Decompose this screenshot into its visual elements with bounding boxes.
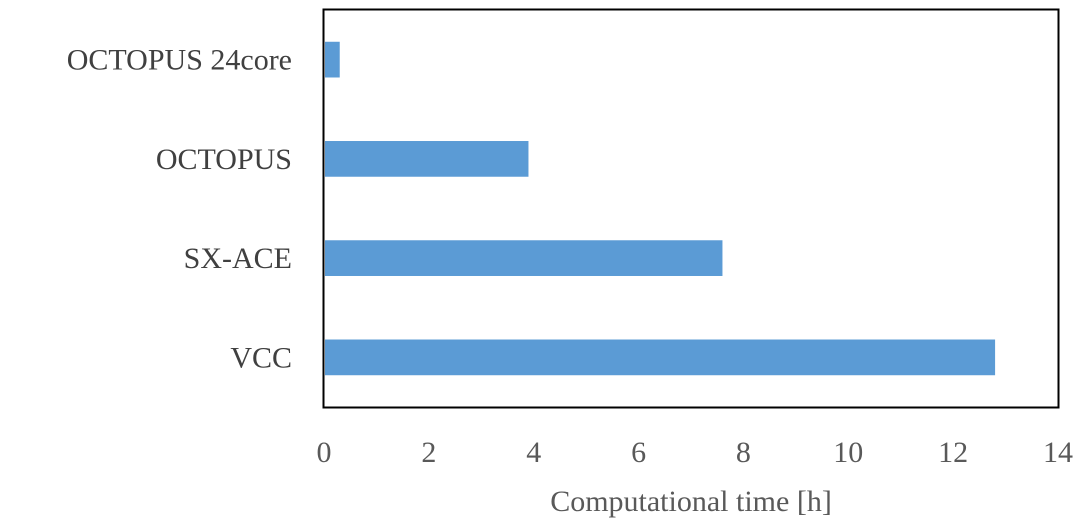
plot-frame [322, 8, 1060, 409]
category-labels: VCC SX-ACE OCTOPUS OCTOPUS 24core [67, 44, 292, 375]
x-axis-title: Computational time [h] [550, 485, 832, 518]
bars-group [325, 41, 996, 376]
category-label: SX-ACE [184, 242, 292, 275]
category-label: OCTOPUS [156, 143, 292, 176]
x-tick-label: 12 [938, 436, 968, 469]
x-tick-label: 8 [736, 436, 751, 469]
bar-octopus-24core [325, 41, 340, 78]
bar-sx-ace [325, 240, 723, 276]
x-tick-label: 14 [1043, 436, 1073, 469]
x-tick-label: 2 [421, 436, 436, 469]
x-tick-label: 6 [631, 436, 646, 469]
x-tick-labels: 0 2 4 6 8 10 12 14 [317, 436, 1074, 469]
bar-octopus [325, 141, 529, 177]
category-label: OCTOPUS 24core [67, 44, 292, 77]
x-tick-label: 4 [526, 436, 541, 469]
x-tick-label: 0 [317, 436, 332, 469]
bar-vcc [325, 339, 996, 376]
category-label: VCC [230, 341, 292, 374]
x-tick-label: 10 [833, 436, 863, 469]
